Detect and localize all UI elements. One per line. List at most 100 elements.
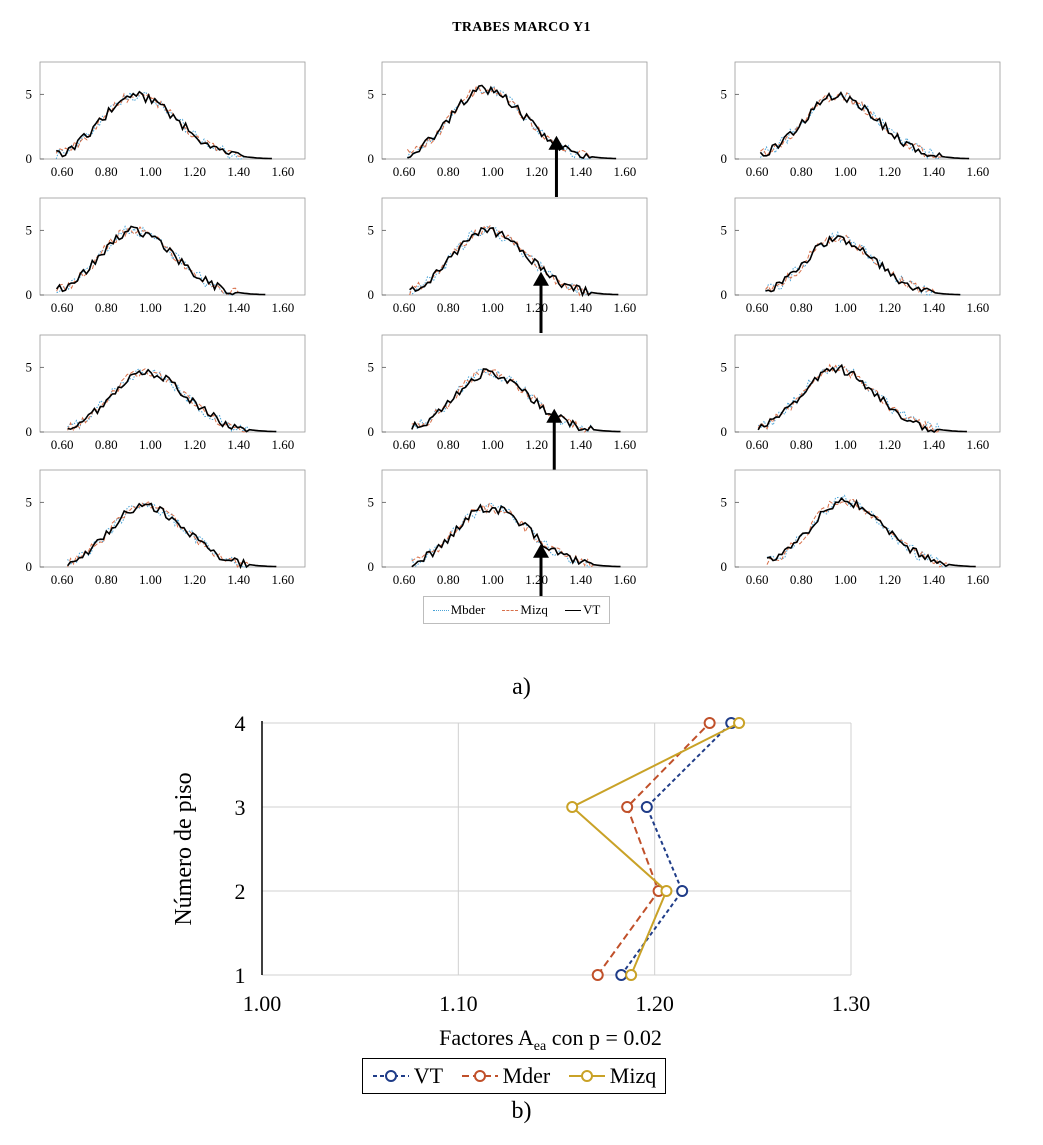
- y-tick-label: 0: [721, 559, 728, 574]
- y-tick-label: 0: [368, 424, 375, 439]
- y-tick-label: 0: [26, 559, 33, 574]
- x-tick-label: 1.40: [227, 437, 250, 452]
- data-point-mizq-floor-2: [660, 885, 673, 897]
- x-tick-label: 1.40: [922, 437, 945, 452]
- x-tick-label: 1.00: [481, 572, 504, 587]
- series-line-mbder: [406, 85, 617, 160]
- data-point-mder-floor-4: [703, 717, 716, 729]
- x-tick-label: 0.60: [51, 300, 74, 315]
- y-tick-label: 5: [721, 359, 728, 374]
- x-tick-label: 1.40: [922, 300, 945, 315]
- x-tick-label: 1.00: [139, 300, 162, 315]
- y-tick-label: 0: [26, 424, 33, 439]
- legend-b-swatch-mder: [461, 1070, 498, 1082]
- series-line-vt: [407, 84, 617, 160]
- y-tick-label: 0: [721, 424, 728, 439]
- series-line-vt: [411, 503, 621, 568]
- mini-plot-frame: [39, 197, 306, 296]
- legend-b-item-mizq: Mizq: [568, 1063, 656, 1089]
- x-tick-label: 0.80: [95, 300, 118, 315]
- x-tick-label: 1.20: [183, 300, 206, 315]
- x-tick-label: 1.20: [878, 300, 901, 315]
- y-tick-label: 5: [368, 359, 375, 374]
- x-tick-label: 0.60: [393, 164, 416, 179]
- x-tick-label: 1.60: [272, 437, 295, 452]
- series-line-mizq: [411, 366, 621, 433]
- series-line-vt: [66, 502, 277, 570]
- y-tick-label: 5: [26, 222, 33, 237]
- series-line-vt: [766, 497, 976, 568]
- mini-plot-frame: [734, 469, 1001, 568]
- x-tick-label: 0.80: [437, 300, 460, 315]
- x-tick-label: 1.60: [272, 164, 295, 179]
- arrow-head: [533, 271, 549, 286]
- legend-b-swatch-vt: [372, 1070, 409, 1082]
- x-tick-label: 1.60: [614, 437, 637, 452]
- x-tick-label: 1.60: [967, 437, 990, 452]
- legend-item-mbder: Mbder: [432, 602, 485, 618]
- legend-b-swatch-mizq: [568, 1070, 605, 1082]
- x-tick-label: 1.40: [569, 164, 592, 179]
- mini-plot-frame: [39, 469, 306, 568]
- y-tick-label: 0: [26, 151, 33, 166]
- y-tick-label: 5: [721, 222, 728, 237]
- legend-swatch-mbder: [432, 609, 449, 611]
- x-tick-label: 1.00: [834, 572, 857, 587]
- x-tick-label: 1.40: [569, 572, 592, 587]
- x-tick-label: 1.00: [139, 164, 162, 179]
- x-tick-label: 1.10: [439, 991, 478, 1016]
- legend-b-item-mder: Mder: [461, 1063, 550, 1089]
- x-tick-label: 1.40: [569, 437, 592, 452]
- legend-b-label-mizq: Mizq: [609, 1063, 657, 1088]
- x-tick-label: 1.20: [183, 164, 206, 179]
- series-line-vt: [759, 91, 970, 160]
- x-tick-label: 0.60: [393, 572, 416, 587]
- x-tick-label: 1.40: [569, 300, 592, 315]
- x-tick-label: 1.40: [227, 300, 250, 315]
- x-tick-label: 0.80: [790, 437, 813, 452]
- x-tick-label: 0.60: [51, 164, 74, 179]
- panel-b-label: b): [511, 1098, 532, 1124]
- x-tick-label: 1.00: [243, 991, 282, 1016]
- x-tick-label: 1.20: [525, 437, 548, 452]
- panel-b-legend: VT Mder Mizq: [362, 1058, 666, 1094]
- x-tick-label: 1.00: [834, 437, 857, 452]
- y-tick-label: 3: [235, 795, 246, 820]
- x-tick-label: 1.60: [614, 572, 637, 587]
- series-line-mizq: [757, 363, 967, 433]
- x-tick-label: 1.40: [922, 164, 945, 179]
- arrow-head: [548, 135, 565, 150]
- x-tick-label: 1.00: [481, 164, 504, 179]
- x-tick-label: 1.20: [635, 991, 674, 1016]
- x-tick-label: 1.00: [834, 300, 857, 315]
- mini-plot-frame: [381, 61, 648, 160]
- series-line-mizq: [760, 91, 970, 160]
- series-line-vt: [56, 90, 272, 160]
- series-line-mder: [596, 722, 711, 976]
- y-tick-label: 0: [368, 151, 375, 166]
- x-tick-label: 0.80: [437, 164, 460, 179]
- mini-plot-r2c1: 0 5 0.60 0.80 1.00 1.20 1.40 1.60: [26, 197, 306, 315]
- x-tick-label: 1.60: [614, 300, 637, 315]
- x-tick-label: 0.60: [746, 300, 769, 315]
- mini-plot-r3c1: 0 5 0.60 0.80 1.00 1.20 1.40 1.60: [26, 334, 306, 452]
- mini-plot-r2c2: 050.60 0.80 1.00 1.20 1.40 1.60: [368, 197, 648, 333]
- mini-plot-frame: [39, 334, 306, 433]
- panel-a-label: a): [512, 674, 531, 700]
- x-tick-label: 1.60: [272, 300, 295, 315]
- x-tick-label: 1.00: [139, 572, 162, 587]
- x-tick-label: 0.60: [746, 437, 769, 452]
- y-tick-label: 5: [368, 494, 375, 509]
- small-multiples-grid: 0 5 0.60 0.80 1.00 1.20 1.40 1.60 0 5 0.60 0.80 1.00…: [26, 61, 1001, 605]
- series-line-mbder: [411, 502, 621, 568]
- mini-plot-frame: [381, 469, 648, 568]
- y-tick-label: 5: [26, 494, 33, 509]
- x-tick-label: 1.00: [834, 164, 857, 179]
- x-tick-label: 0.60: [393, 437, 416, 452]
- y-tick-label: 5: [26, 359, 33, 374]
- series-line-mbder: [55, 91, 272, 160]
- y-tick-label: 2: [235, 879, 246, 904]
- y-tick-label: 5: [26, 86, 33, 101]
- data-point-mizq-floor-3: [566, 801, 579, 813]
